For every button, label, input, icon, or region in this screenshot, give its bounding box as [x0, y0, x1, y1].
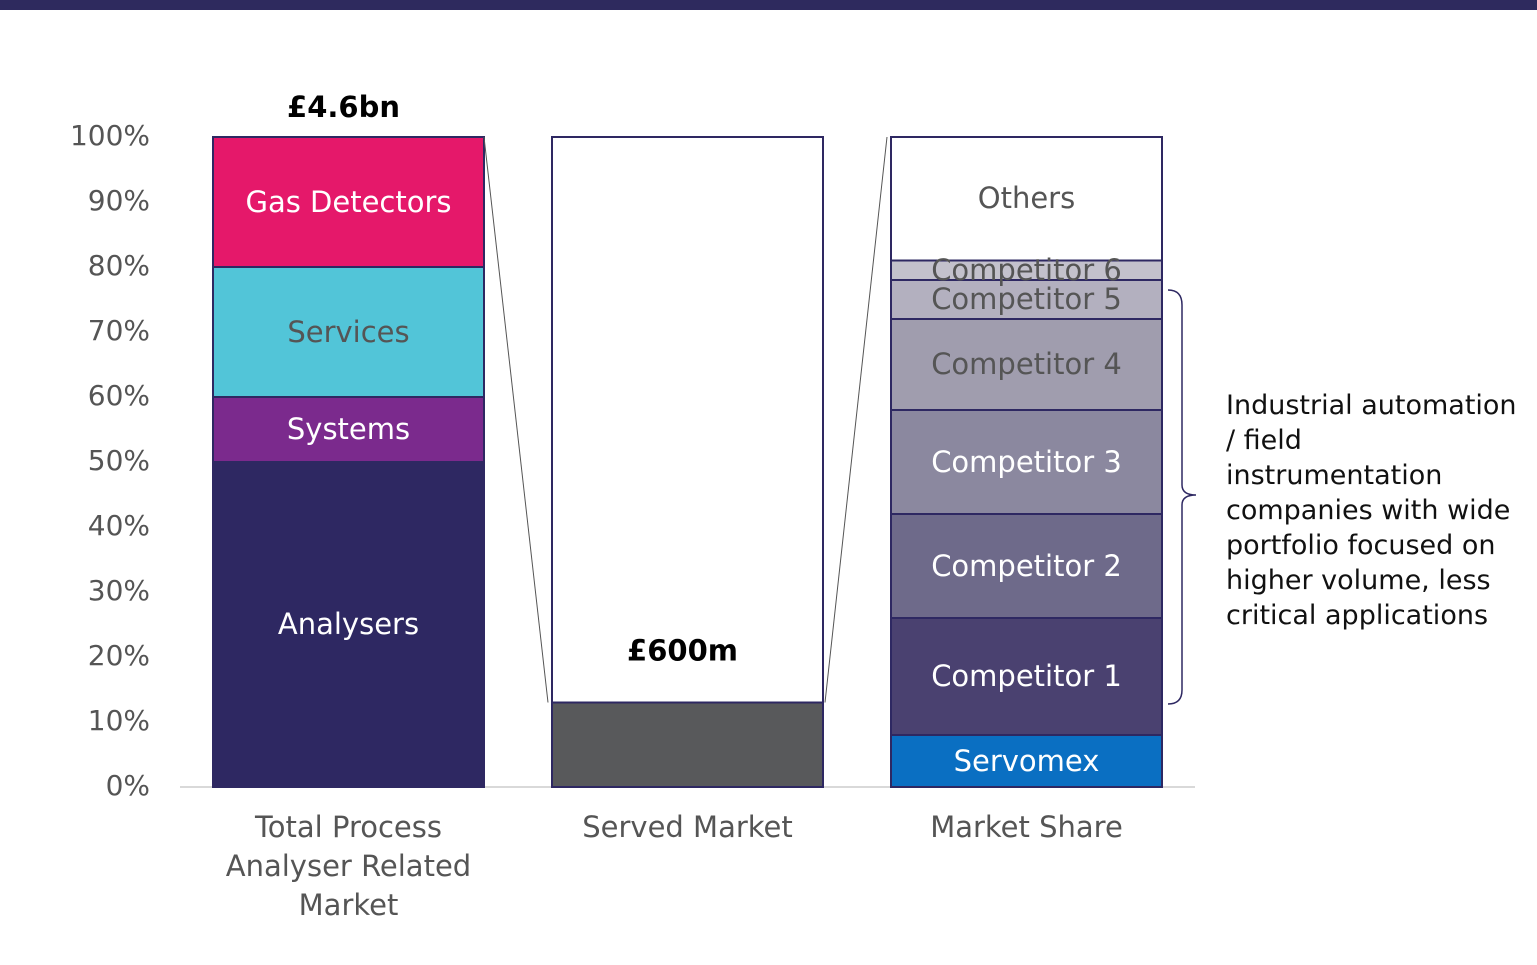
- bar-segment: [890, 617, 1163, 736]
- y-tick-label: 20%: [88, 639, 150, 672]
- y-tick-label: 70%: [88, 314, 150, 347]
- segment-label: Competitor 4: [931, 347, 1122, 381]
- segment-label: Others: [977, 181, 1076, 216]
- bar-segment: [551, 136, 824, 704]
- bar-segment: [890, 513, 1163, 619]
- y-tick-label: 60%: [88, 379, 150, 412]
- segment-label: Analysers: [277, 607, 420, 641]
- bar-segment: [212, 396, 485, 463]
- bar-segment: [890, 318, 1163, 411]
- x-tick-label: Market Share: [930, 810, 1123, 844]
- y-tick-label: 50%: [88, 444, 150, 477]
- x-tick-label: Total Process Analyser Related Market: [225, 810, 472, 922]
- segment-label: Gas Detectors: [245, 184, 452, 219]
- bar-segment: [212, 266, 485, 398]
- segment-label: Services: [287, 314, 410, 349]
- bar-segment: [551, 701, 824, 788]
- bar-segment: [890, 136, 1163, 262]
- segment-label: Competitor 1: [931, 659, 1122, 693]
- y-tick-label: 80%: [88, 249, 150, 282]
- connector: [824, 136, 888, 703]
- y-tick-label: 30%: [88, 574, 150, 607]
- y-tick-label: 90%: [88, 184, 150, 217]
- bar-segment: [212, 136, 485, 268]
- segment-label: Competitor 2: [931, 548, 1122, 583]
- y-tick-label: 40%: [88, 509, 150, 542]
- segment-label: Servomex: [953, 743, 1100, 778]
- x-tick-label: Served Market: [582, 810, 793, 844]
- top-band: [0, 0, 1537, 10]
- brace: [1167, 289, 1197, 705]
- segment-label: Competitor 6: [931, 252, 1122, 287]
- connector: [483, 136, 549, 703]
- y-tick-label: 0%: [106, 769, 150, 802]
- y-tick-label: 10%: [88, 704, 150, 737]
- annotation: Industrial automation / field instrument…: [1226, 390, 1517, 631]
- bar-segment: [212, 461, 485, 788]
- y-tick-label: 100%: [70, 119, 150, 152]
- bar-segment: [890, 279, 1163, 320]
- segment-label: Competitor 3: [931, 444, 1122, 479]
- segment-label: Competitor 5: [931, 282, 1122, 316]
- segment-label: Systems: [286, 412, 411, 446]
- total-label: £600m: [627, 634, 738, 668]
- total-label: £4.6bn: [287, 90, 400, 124]
